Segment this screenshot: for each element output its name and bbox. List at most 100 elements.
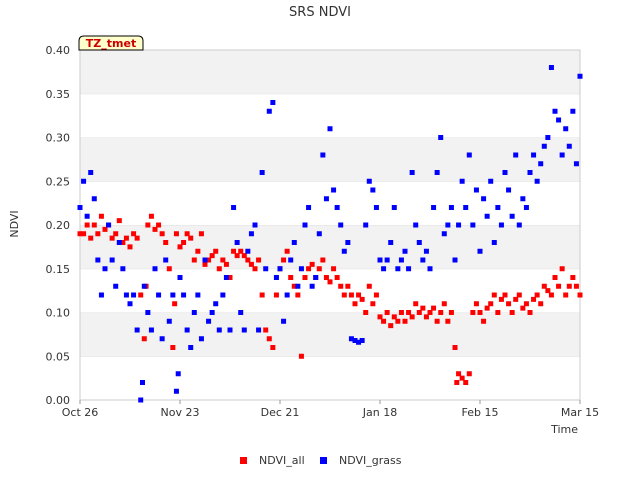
ndvi-grass-point [320,152,326,158]
ndvi-grass-point [120,266,126,272]
background-bands [80,49,580,400]
x-tick-label: Jan 18 [362,406,397,419]
ndvi-all-point [177,244,183,250]
ndvi-grass-point [509,213,515,219]
ndvi-all-point [316,266,322,272]
ndvi-grass-point [116,240,122,245]
ndvi-all-point [98,213,104,219]
ndvi-all-point [545,288,551,294]
ndvi-grass-point [195,292,201,298]
ndvi-grass-point [409,170,415,175]
ndvi-grass-point [298,266,304,272]
ndvi-grass-point [545,135,551,140]
ndvi-grass-point [481,196,487,202]
ndvi-all-point [263,327,269,333]
y-tick-label: 0.00 [46,394,71,407]
ndvi-grass-point [206,318,212,324]
ndvi-grass-point [220,292,226,298]
grid-band [80,50,580,94]
ndvi-all-point [559,266,565,272]
ndvi-grass-point [277,266,283,272]
ndvi-grass-point [231,205,237,210]
ndvi-grass-point [127,301,133,307]
ndvi-grass-point [140,380,145,385]
x-axis-ticks: Oct 26 Nov 23 Dec 21 Jan 18 Feb 15 Mar 15 [62,400,599,419]
ndvi-all-point [348,292,354,298]
ndvi-grass-point [331,187,337,193]
ndvi-grass-point [416,240,422,245]
ndvi-grass-point [198,336,204,342]
ndvi-grass-point [263,266,269,272]
ndvi-all-point [552,275,558,280]
legend-swatch-ndvi-all [240,457,247,464]
ndvi-grass-point [209,310,215,315]
ndvi-grass-point [348,336,354,342]
ndvi-grass-point [359,338,365,343]
ndvi-grass-point [463,205,469,210]
ndvi-all-point [556,283,562,289]
ndvi-all-point [288,275,294,280]
ndvi-grass-point [402,248,408,254]
ndvi-grass-point [552,108,558,114]
ndvi-all-point [481,318,487,324]
ndvi-all-point [284,248,290,254]
ndvi-all-point [491,292,497,298]
ndvi-grass-point [338,222,344,228]
ndvi-grass-point [352,338,358,343]
ndvi-grass-point [531,152,537,158]
ndvi-grass-point [141,283,147,289]
ndvi-grass-point [273,275,279,280]
ndvi-grass-point [281,318,287,324]
ndvi-all-point [338,283,344,289]
ndvi-all-point [256,257,262,263]
ndvi-all-point [84,222,90,228]
ndvi-all-point [416,310,422,315]
ndvi-all-point [448,310,454,315]
ndvi-grass-point [191,310,197,315]
ndvi-all-point [198,231,204,237]
ndvi-all-point [345,283,351,289]
x-tick-label: Nov 23 [161,406,200,419]
ndvi-all-point [238,248,244,254]
ndvi-all-point [402,318,408,324]
ndvi-grass-point [163,257,169,263]
ndvi-grass-point [234,240,240,245]
ndvi-all-point [152,226,158,232]
y-tick-label: 0.20 [46,219,71,232]
ndvi-grass-point [516,222,522,228]
ndvi-grass-point [356,339,362,345]
ndvi-grass-point [123,292,129,298]
ndvi-grass-point [238,310,244,315]
ndvi-grass-point [370,187,376,193]
ndvi-grass-point [291,240,297,245]
ndvi-all-point [384,310,390,315]
ndvi-all-point [202,261,208,267]
ndvi-all-point [206,257,212,263]
ndvi-all-point [131,231,137,237]
ndvi-grass-point [177,275,183,280]
ndvi-grass-point [577,73,583,79]
ndvi-grass-point [366,178,372,184]
ndvi-grass-point [173,388,179,394]
ndvi-grass-point [259,170,265,175]
ndvi-grass-point [145,310,151,315]
ndvi-all-point [381,318,387,324]
ndvi-all-point [445,318,451,324]
ndvi-grass-point [341,248,347,254]
ndvi-all-point [141,336,147,342]
ndvi-all-point [159,231,165,237]
ndvi-all-point [113,231,119,237]
ndvi-grass-point [556,117,562,123]
ndvi-grass-point [502,170,508,175]
ndvi-grass-point [175,371,181,377]
ndvi-all-point [538,301,544,307]
ndvi-all-point [116,218,122,224]
ndvi-grass-point [134,327,140,333]
ndvi-all-point [470,310,476,315]
ndvi-grass-point [113,283,119,289]
ndvi-all-point [248,261,254,267]
ndvi-all-point [270,345,276,350]
ndvi-all-point [509,310,515,315]
ndvi-all-point [454,380,460,385]
ndvi-all-point [523,301,529,307]
